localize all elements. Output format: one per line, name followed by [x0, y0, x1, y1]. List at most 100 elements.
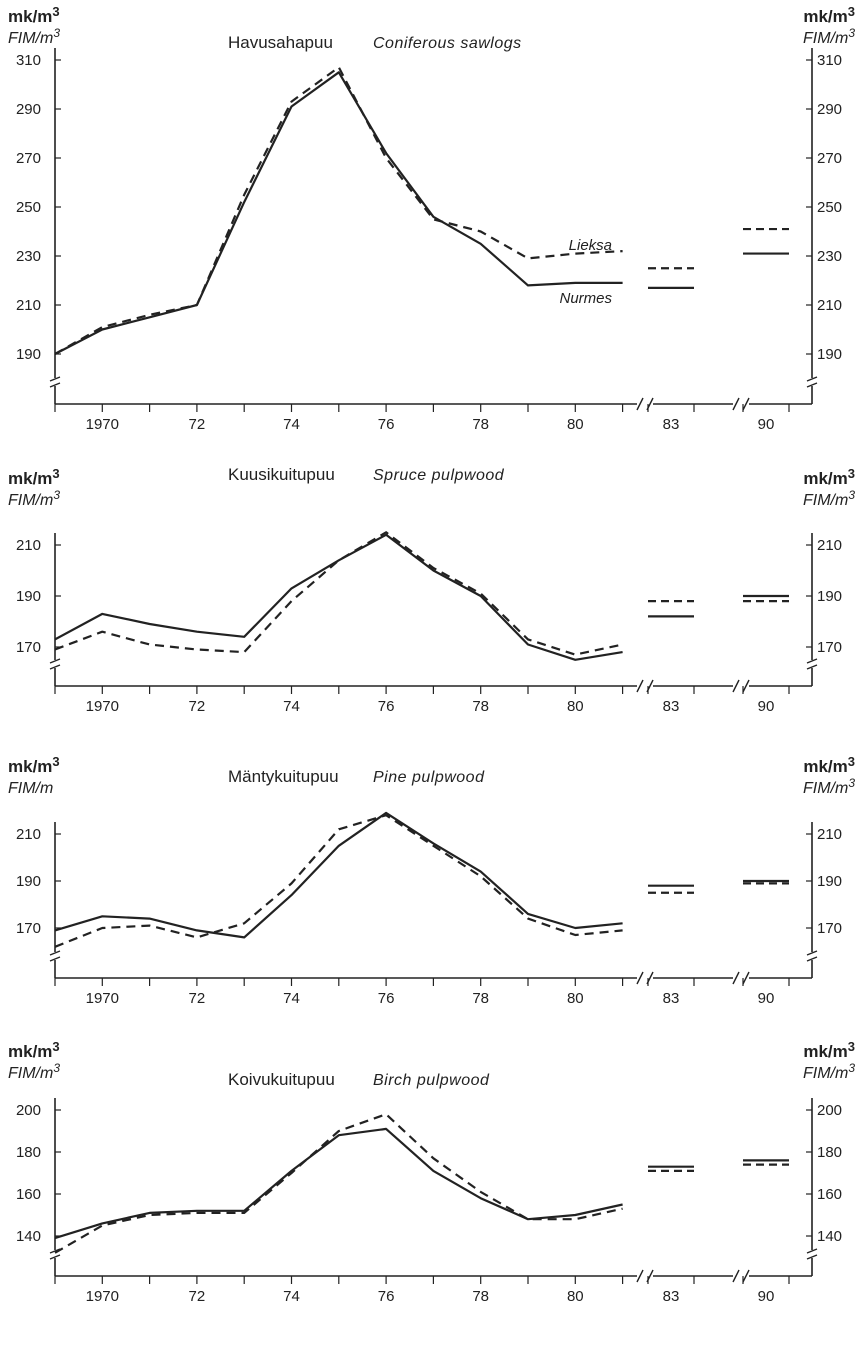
y-tick-label-left: 210 — [16, 826, 41, 843]
x-axis-break-mark — [636, 397, 644, 411]
y-tick-label-left: 210 — [16, 297, 41, 314]
x-tick-label: 78 — [472, 698, 489, 715]
chart-title: Kuusikuitupuu — [228, 465, 335, 484]
y-tick-label-right: 140 — [817, 1228, 842, 1245]
series-label-lieksa: Lieksa — [569, 237, 612, 254]
x-tick-label: 90 — [758, 416, 775, 433]
x-axis-break-gap — [637, 974, 653, 982]
unit-label-fim-right: FIM/m3 — [803, 488, 855, 509]
unit-label-left: mk/m3 — [8, 754, 60, 776]
x-tick-label: 80 — [567, 990, 584, 1007]
x-axis-break-mark — [732, 397, 740, 411]
series-line-solid — [54, 533, 623, 661]
axis-break-mark — [49, 950, 61, 956]
series-line-solid — [54, 71, 623, 355]
y-tick-label-right: 170 — [817, 920, 842, 937]
chart-title: Koivukuitupuu — [228, 1070, 335, 1089]
axis-break-mark — [806, 950, 818, 956]
x-tick-label: 83 — [663, 1288, 680, 1305]
axis-break-gap — [50, 952, 60, 960]
axis-break-gap — [807, 660, 817, 668]
unit-label-fim-right: FIM/m3 — [803, 26, 855, 47]
unit-label-left: mk/m3 — [8, 1039, 60, 1061]
x-tick-label: 78 — [472, 990, 489, 1007]
x-axis-break-gap — [733, 974, 749, 982]
chart-title: Mäntykuitupuu — [228, 767, 339, 786]
y-tick-label-right: 190 — [817, 588, 842, 605]
x-tick-label: 80 — [567, 416, 584, 433]
x-tick-label: 80 — [567, 1288, 584, 1305]
axis-break-gap — [50, 660, 60, 668]
x-tick-label: 83 — [663, 990, 680, 1007]
series-line-solid — [54, 1127, 623, 1240]
unit-label-right: mk/m3 — [803, 466, 855, 488]
y-tick-label-left: 200 — [16, 1102, 41, 1119]
series-line-solid — [54, 811, 623, 939]
y-tick-label-left: 290 — [16, 101, 41, 118]
x-axis-break-gap — [637, 682, 653, 690]
x-tick-label: 74 — [283, 1288, 300, 1305]
axis-break-mark — [49, 376, 61, 382]
x-tick-label: 90 — [758, 990, 775, 1007]
axis-break-mark — [806, 664, 818, 670]
x-tick-label: 74 — [283, 698, 300, 715]
y-tick-label-left: 160 — [16, 1186, 41, 1203]
x-axis-break-gap — [637, 1272, 653, 1280]
chart-title: Havusahapuu — [228, 33, 333, 52]
x-tick-label: 1970 — [86, 416, 119, 433]
x-tick-label: 90 — [758, 1288, 775, 1305]
unit-label-fim-right: FIM/m3 — [803, 776, 855, 797]
chart-panel-3: 170 170 190 190 210 210 1970 72 74 76 78 80 83 90 mk/m… — [8, 754, 855, 1007]
x-axis-break-gap — [637, 400, 653, 408]
x-tick-label: 78 — [472, 416, 489, 433]
y-tick-label-right: 160 — [817, 1186, 842, 1203]
axis-break-mark — [49, 956, 61, 962]
y-tick-label-right: 210 — [817, 826, 842, 843]
y-tick-label-left: 140 — [16, 1228, 41, 1245]
x-tick-label: 90 — [758, 698, 775, 715]
x-tick-label: 83 — [663, 698, 680, 715]
x-axis-break-mark — [732, 1269, 740, 1283]
unit-label-left: mk/m3 — [8, 4, 60, 26]
chart-subtitle: Pine pulpwood — [373, 769, 485, 786]
x-axis-break-mark — [732, 679, 740, 693]
y-tick-label-left: 180 — [16, 1144, 41, 1161]
x-axis-break-mark — [742, 971, 750, 985]
x-axis-break-gap — [733, 400, 749, 408]
x-tick-label: 72 — [189, 416, 206, 433]
y-tick-label-left: 270 — [16, 150, 41, 167]
axis-break-mark — [806, 1248, 818, 1254]
y-tick-label-right: 190 — [817, 346, 842, 363]
x-tick-label: 72 — [189, 698, 206, 715]
x-tick-label: 76 — [378, 990, 395, 1007]
chart-subtitle: Birch pulpwood — [373, 1072, 490, 1089]
series-label-nurmes: Nurmes — [559, 290, 612, 307]
y-tick-label-right: 310 — [817, 52, 842, 69]
x-tick-label: 76 — [378, 1288, 395, 1305]
axis-break-gap — [50, 1250, 60, 1258]
x-tick-label: 1970 — [86, 990, 119, 1007]
x-tick-label: 74 — [283, 416, 300, 433]
y-tick-label-right: 230 — [817, 248, 842, 265]
y-tick-label-right: 170 — [817, 639, 842, 656]
unit-label-fim-left: FIM/m3 — [8, 1061, 60, 1082]
y-tick-label-right: 270 — [817, 150, 842, 167]
x-tick-label: 80 — [567, 698, 584, 715]
y-tick-label-left: 230 — [16, 248, 41, 265]
axis-break-gap — [50, 378, 60, 386]
chart-subtitle: Coniferous sawlogs — [373, 35, 522, 52]
x-axis-break-mark — [636, 971, 644, 985]
axis-break-gap — [807, 378, 817, 386]
axis-break-gap — [807, 952, 817, 960]
axis-break-mark — [806, 658, 818, 664]
unit-label-right: mk/m3 — [803, 1039, 855, 1061]
unit-label-right: mk/m3 — [803, 4, 855, 26]
x-tick-label: 1970 — [86, 1288, 119, 1305]
x-axis-break-mark — [636, 679, 644, 693]
y-tick-label-left: 190 — [16, 873, 41, 890]
axis-break-mark — [49, 382, 61, 388]
chart-panel-4: 140 140 160 160 180 180 200 200 1970 72 74 76 78 80 83… — [8, 1039, 855, 1305]
x-tick-label: 76 — [378, 416, 395, 433]
axis-break-mark — [806, 382, 818, 388]
